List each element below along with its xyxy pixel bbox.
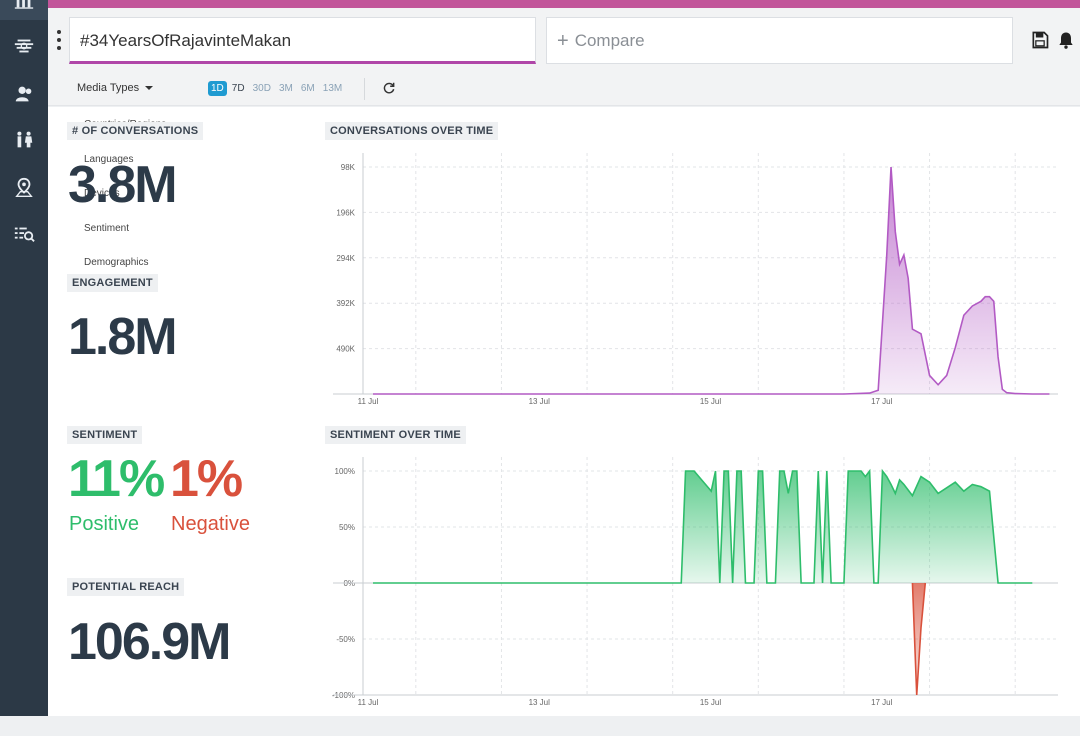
range-3m-button[interactable]: 3M xyxy=(278,83,293,94)
range-30d-button[interactable]: 30D xyxy=(252,83,271,94)
users-icon[interactable] xyxy=(0,74,48,114)
gender-icon[interactable] xyxy=(0,120,48,160)
x-tick-label-17-jul: 17 Jul xyxy=(871,397,893,406)
sentiment-over-time-chart: 100%50%0%-50%-100%11 Jul 13 Jul 15 Jul 17 J… xyxy=(332,457,1058,707)
negative-label: Negative xyxy=(171,513,250,535)
more-menu-icon[interactable] xyxy=(56,30,62,50)
list-search-icon[interactable] xyxy=(0,214,48,254)
menu-item-languages[interactable]: Languages xyxy=(84,154,134,165)
time-range-group: 1D 7D 30D 3M 6M 13M xyxy=(208,81,345,96)
menu-item-devices[interactable]: Devices xyxy=(84,188,120,199)
series-line-negative xyxy=(911,582,927,696)
y-tick-label-50: -50% xyxy=(336,635,355,644)
potential-reach-value: 106.9M xyxy=(68,613,231,671)
x-tick-label-11-jul: 11 Jul xyxy=(358,698,379,707)
x-tick-label-15-jul: 15 Jul xyxy=(700,397,722,406)
sentiment-label: SENTIMENT xyxy=(67,426,143,444)
range-7d-button[interactable]: 7D xyxy=(231,83,245,94)
negative-percent: 1% xyxy=(170,450,243,508)
media-types-dropdown[interactable]: Media Types xyxy=(77,82,154,94)
positive-label: Positive xyxy=(69,513,140,535)
positive-percent: 11% xyxy=(68,450,165,508)
top-accent-bar xyxy=(48,0,1080,8)
x-tick-label-15-jul: 15 Jul xyxy=(700,698,722,707)
refresh-icon[interactable] xyxy=(382,81,396,95)
y-tick-label-196k: 196K xyxy=(336,208,355,217)
left-sidebar xyxy=(0,0,48,716)
conversations-chart-title: CONVERSATIONS OVER TIME xyxy=(325,122,499,140)
x-tick-label-11-jul: 11 Jul xyxy=(358,397,379,406)
bar-chart-icon[interactable] xyxy=(0,0,48,20)
media-types-label: Media Types xyxy=(77,82,140,94)
toolbar: Media Types 1D 7D 30D 3M 6M 13M xyxy=(48,72,1080,106)
toolbar-divider xyxy=(364,78,365,100)
header-bar: + Compare xyxy=(48,8,1080,72)
series-line-positive xyxy=(373,468,1033,584)
series-area-series-0 xyxy=(373,167,1050,394)
bell-icon[interactable] xyxy=(1056,30,1076,50)
save-icon[interactable] xyxy=(1030,30,1050,50)
conversations-label: # OF CONVERSATIONS xyxy=(67,122,204,140)
y-tick-label-392k: 392K xyxy=(336,299,355,308)
y-tick-label-98k: 98K xyxy=(341,163,356,172)
compare-input[interactable]: + Compare xyxy=(546,17,1013,64)
series-area-positive xyxy=(373,471,1033,583)
conversations-over-time-chart: 98K 196K 294K 392K 490K 11 Jul 13 Jul 15 Jul 17 … xyxy=(333,153,1058,406)
menu-item-demographics[interactable]: Demographics xyxy=(84,257,149,268)
potential-reach-label: POTENTIAL REACH xyxy=(67,578,185,596)
sentiment-chart-title: SENTIMENT OVER TIME xyxy=(325,426,466,444)
series-line-series-0 xyxy=(373,166,1050,395)
range-1d-button[interactable]: 1D xyxy=(208,81,227,96)
compare-label: Compare xyxy=(574,30,645,50)
y-tick-label-50: 50% xyxy=(339,523,355,532)
x-tick-label-13-jul: 13 Jul xyxy=(529,397,551,406)
search-box[interactable] xyxy=(69,17,536,64)
range-6m-button[interactable]: 6M xyxy=(300,83,315,94)
conversations-value: 3.8M xyxy=(68,156,178,214)
y-tick-label-294k: 294K xyxy=(336,254,355,263)
range-13m-button[interactable]: 13M xyxy=(322,83,343,94)
plus-icon: + xyxy=(557,29,569,52)
footer-strip xyxy=(0,716,1080,736)
search-input[interactable] xyxy=(80,28,520,54)
main-panel: Countries/Regions Languages Devices Sent… xyxy=(48,107,1080,716)
location-pin-icon[interactable] xyxy=(0,168,48,208)
caret-down-icon xyxy=(145,86,154,90)
y-tick-label-490k: 490K xyxy=(336,345,355,354)
y-tick-label-100: 100% xyxy=(335,467,355,476)
x-tick-label-13-jul: 13 Jul xyxy=(529,698,551,707)
stream-icon[interactable] xyxy=(0,26,48,66)
menu-item-sentiment[interactable]: Sentiment xyxy=(84,223,130,234)
x-tick-label-17-jul: 17 Jul xyxy=(871,698,893,707)
engagement-label: ENGAGEMENT xyxy=(67,274,158,292)
engagement-value: 1.8M xyxy=(68,308,178,366)
